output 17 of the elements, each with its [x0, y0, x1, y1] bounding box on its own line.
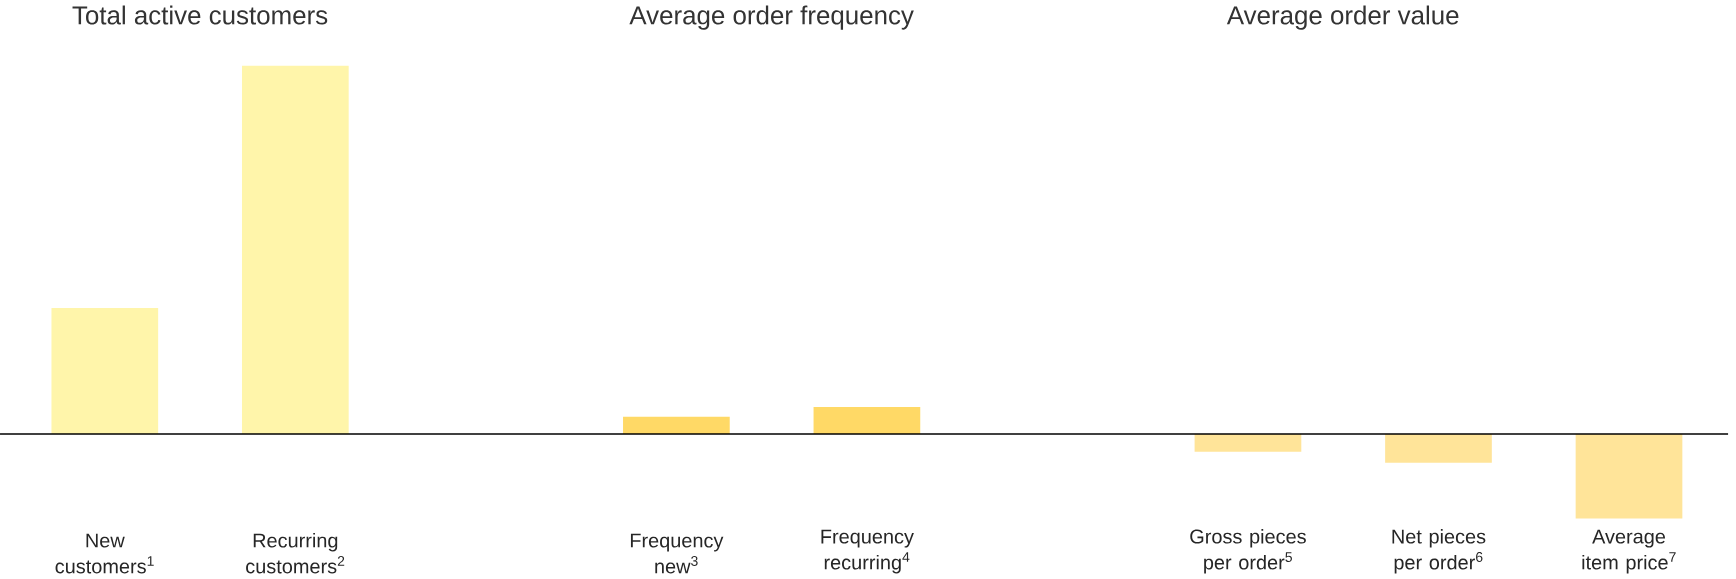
bar: [51, 308, 159, 434]
text: Total active customers: [72, 5, 328, 25]
bar: [1575, 433, 1683, 519]
x-tick-label: Net pieces per order$^{6}$: [1392, 528, 1486, 574]
x-tick-label: New customers$^{1}$: [55, 533, 154, 574]
bar: [1194, 433, 1302, 452]
text: Average order frequency: [629, 5, 914, 30]
bar: [813, 407, 921, 434]
x-tick-label: Recurring customers$^{2}$: [246, 532, 345, 574]
x-tick-label: Gross pieces per order$^{5}$: [1190, 528, 1306, 574]
text: Average order value: [1226, 5, 1459, 30]
bar: [623, 416, 730, 434]
x-tick-label: Frequency new$^{3}$: [630, 533, 724, 574]
bar: [1385, 433, 1492, 463]
x-tick-label: Frequency recurring$^{4}$: [821, 529, 914, 574]
bar: [241, 65, 349, 434]
x-tick-label: Average item price$^{7}$: [1582, 529, 1676, 574]
